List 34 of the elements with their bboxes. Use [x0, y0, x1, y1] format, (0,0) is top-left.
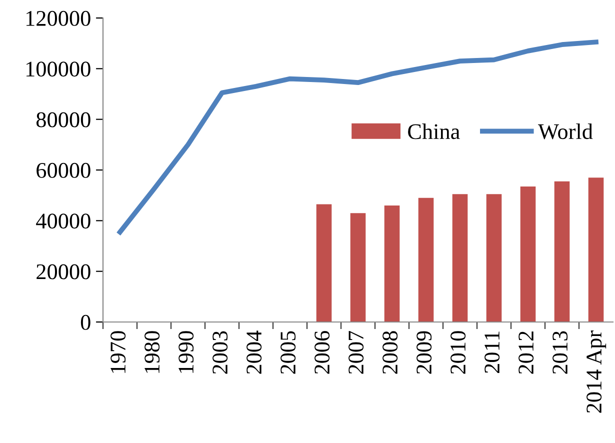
x-tick-label: 1990	[178, 331, 194, 373]
y-tick-label: 0	[80, 314, 90, 330]
x-tick-label: 2003	[212, 331, 228, 374]
x-tick-label: 2009	[416, 331, 432, 374]
bar	[554, 181, 570, 322]
bar	[316, 204, 332, 322]
bar	[452, 194, 468, 322]
y-tick-label: 40000	[36, 214, 90, 229]
x-tick-label: 2014 Apr	[586, 330, 606, 413]
x-tick-label: 2006	[314, 330, 330, 374]
bar	[520, 186, 536, 322]
bar	[486, 194, 502, 322]
x-tick-label: 2012	[518, 332, 534, 374]
y-tick-label: 80000	[36, 112, 90, 128]
x-tick-label: 2013	[552, 331, 568, 374]
y-tick-label: 20000	[36, 264, 90, 280]
x-tick-label: 1970	[110, 331, 126, 373]
bar	[350, 213, 366, 322]
x-tick-label: 2007	[348, 330, 364, 374]
x-tick-label: 2005	[280, 331, 296, 374]
legend-label: China	[408, 124, 460, 140]
x-tick-label: 2011	[484, 332, 500, 373]
legend-label: World	[538, 124, 593, 140]
x-tick-label: 1980	[144, 331, 160, 373]
bar	[588, 178, 604, 322]
x-tick-label: 2004	[246, 330, 262, 374]
y-tick-label: 100000	[26, 62, 90, 77]
y-tick-label: 120000	[26, 10, 90, 26]
x-tick-label: 2010	[450, 331, 466, 374]
line-series	[118, 40, 598, 234]
bar	[418, 198, 434, 322]
bar	[384, 205, 400, 322]
x-tick-label: 2008	[382, 331, 398, 374]
y-tick-label: 60000	[36, 162, 90, 178]
